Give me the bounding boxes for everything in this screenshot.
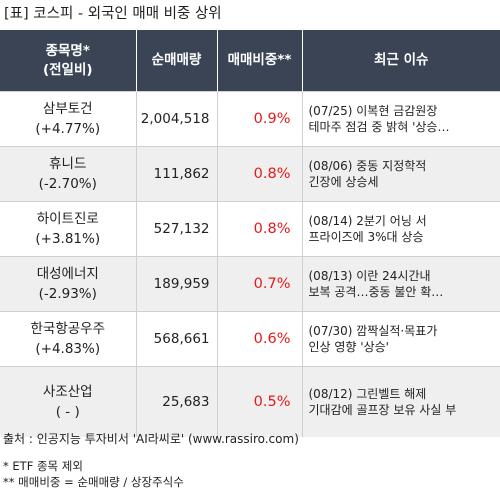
table-row: 사조산업 ( - ) 25,683 0.5% (08/12) 그린벨트 해제 기…: [0, 366, 500, 437]
page-title: [표] 코스피 - 외국인 매매 비중 상위: [4, 6, 222, 22]
foreign-trading-table: 종목명* (전일비) 순매매량 매매비중** 최근 이슈 삼부토건 (+4.77…: [0, 30, 500, 437]
stock-name: 하이트진로: [36, 211, 99, 227]
issue-line2: 테마주 점검 중 밝혀 '상승…: [308, 120, 450, 134]
issue-line1: (08/06) 중동 지정학적: [308, 159, 427, 173]
table-header-row: 종목명* (전일비) 순매매량 매매비중** 최근 이슈: [0, 30, 500, 92]
header-net-volume: 순매매량: [136, 30, 218, 92]
table-row: 대성에너지 (-2.93%) 189,959 0.7% (08/13) 이란 2…: [0, 256, 500, 312]
issue-line1: (08/12) 그린벨트 해제: [308, 387, 427, 401]
trade-ratio-cell: 0.9%: [217, 91, 303, 147]
recent-issue-cell: (08/13) 이란 24시간내 보복 공격…중동 불안 확…: [302, 256, 500, 312]
net-volume-cell: 568,661: [136, 311, 218, 367]
issue-line1: (07/30) 깜짝실적·목표가: [308, 324, 438, 338]
net-volume-cell: 25,683: [136, 366, 218, 437]
stock-name: 한국항공우주: [30, 321, 106, 337]
net-volume-cell: 189,959: [136, 256, 218, 312]
issue-line2: 보복 공격…중동 불안 확…: [308, 285, 444, 299]
recent-issue-cell: (08/12) 그린벨트 해제 기대감에 골프장 보유 사실 부: [302, 366, 500, 437]
footnote-ratio-definition: ** 매매비중 = 순매매량 / 상장주식수: [3, 475, 184, 489]
issue-line1: (08/13) 이란 24시간내: [308, 269, 431, 283]
trade-ratio-cell: 0.8%: [217, 201, 303, 257]
header-name-line1: 종목명*: [45, 42, 90, 59]
issue-line2: 긴장에 상승세: [308, 175, 379, 189]
header-name-line2: (전일비): [42, 61, 93, 78]
stock-name: 휴니드: [49, 156, 87, 172]
issue-line2: 기대감에 골프장 보유 사실 부: [308, 403, 457, 417]
stock-change: (-2.70%): [38, 176, 97, 192]
stock-name-cell: 대성에너지 (-2.93%): [0, 256, 137, 312]
footnote-etf: * ETF 종목 제외: [3, 459, 83, 473]
table-row: 삼부토건 (+4.77%) 2,004,518 0.9% (07/25) 이복현…: [0, 91, 500, 147]
stock-name: 삼부토건: [42, 101, 93, 117]
header-trade-ratio: 매매비중**: [217, 30, 303, 92]
issue-line2: 인상 영향 '상승': [308, 340, 389, 354]
trade-ratio-cell: 0.8%: [217, 146, 303, 202]
stock-change: ( - ): [55, 404, 80, 420]
net-volume-cell: 2,004,518: [136, 91, 218, 147]
stock-name: 사조산업: [42, 384, 93, 400]
header-stock-name: 종목명* (전일비): [0, 30, 137, 92]
trade-ratio-cell: 0.5%: [217, 366, 303, 437]
net-volume-cell: 111,862: [136, 146, 218, 202]
stock-name-cell: 한국항공우주 (+4.83%): [0, 311, 137, 367]
table-row: 휴니드 (-2.70%) 111,862 0.8% (08/06) 중동 지정학…: [0, 146, 500, 202]
recent-issue-cell: (07/30) 깜짝실적·목표가 인상 영향 '상승': [302, 311, 500, 367]
stock-change: (-2.93%): [38, 286, 97, 302]
stock-name-cell: 삼부토건 (+4.77%): [0, 91, 137, 147]
table-row: 한국항공우주 (+4.83%) 568,661 0.6% (07/30) 깜짝실…: [0, 311, 500, 367]
issue-line1: (08/14) 2분기 어닝 서: [308, 214, 427, 228]
stock-change: (+4.83%): [35, 341, 101, 357]
recent-issue-cell: (08/14) 2분기 어닝 서 프라이즈에 3%대 상승: [302, 201, 500, 257]
stock-change: (+4.77%): [35, 121, 101, 137]
stock-name-cell: 휴니드 (-2.70%): [0, 146, 137, 202]
stock-change: (+3.81%): [35, 231, 101, 247]
recent-issue-cell: (08/06) 중동 지정학적 긴장에 상승세: [302, 146, 500, 202]
issue-line2: 프라이즈에 3%대 상승: [308, 230, 424, 244]
stock-name-cell: 사조산업 ( - ): [0, 366, 137, 437]
stock-name: 대성에너지: [36, 266, 99, 282]
trade-ratio-cell: 0.6%: [217, 311, 303, 367]
table-row: 하이트진로 (+3.81%) 527,132 0.8% (08/14) 2분기 …: [0, 201, 500, 257]
header-recent-issue: 최근 이슈: [302, 30, 500, 92]
source-credit: 출처 : 인공지능 투자비서 'AI라씨로' (www.rassiro.com): [3, 432, 299, 446]
stock-name-cell: 하이트진로 (+3.81%): [0, 201, 137, 257]
trade-ratio-cell: 0.7%: [217, 256, 303, 312]
issue-line1: (07/25) 이복현 금감원장: [308, 104, 438, 118]
net-volume-cell: 527,132: [136, 201, 218, 257]
recent-issue-cell: (07/25) 이복현 금감원장 테마주 점검 중 밝혀 '상승…: [302, 91, 500, 147]
